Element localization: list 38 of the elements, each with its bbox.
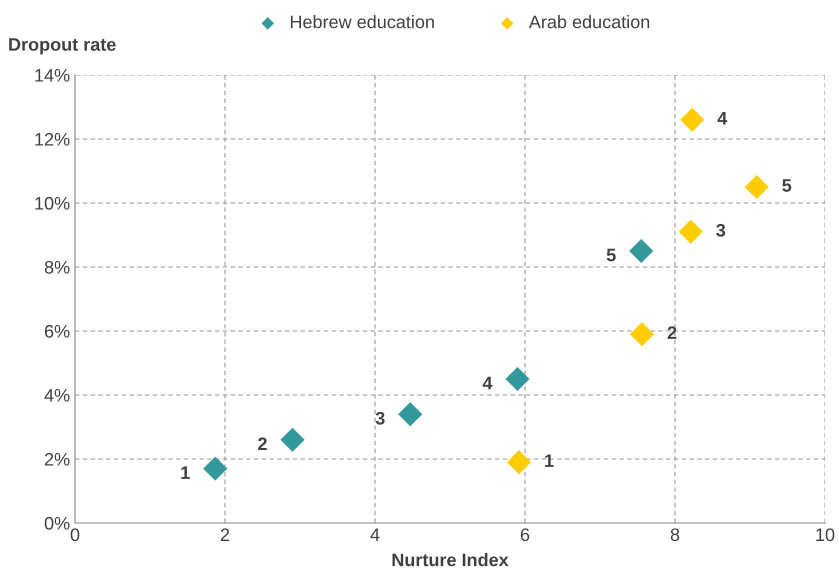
annotation: 3 bbox=[376, 412, 385, 425]
x-tick-label: 10 bbox=[816, 528, 834, 542]
point bbox=[744, 174, 769, 200]
point bbox=[680, 108, 704, 132]
annotation: 2 bbox=[258, 437, 267, 450]
point bbox=[203, 456, 228, 481]
point bbox=[280, 428, 305, 452]
y-tick-label: 12% bbox=[35, 132, 70, 146]
annotation: 5 bbox=[782, 179, 792, 192]
point bbox=[678, 220, 703, 244]
point bbox=[630, 322, 654, 346]
y-tick-label: 8% bbox=[44, 260, 70, 274]
x-tick-label: 2 bbox=[220, 528, 230, 541]
y-tick-label: 10% bbox=[35, 196, 70, 210]
legend-label: Hebrew education bbox=[290, 15, 434, 28]
x-tick-label: 8 bbox=[670, 528, 680, 542]
annotation: 1 bbox=[545, 454, 554, 467]
annotation: 4 bbox=[718, 112, 728, 124]
point bbox=[398, 402, 422, 426]
annotation: 3 bbox=[716, 224, 726, 237]
y-tick-label: 14% bbox=[35, 69, 70, 82]
annotation: 1 bbox=[181, 466, 190, 479]
x-tick-label: 4 bbox=[370, 528, 380, 541]
point bbox=[505, 366, 530, 392]
point bbox=[629, 238, 654, 264]
x-tick-label: 0 bbox=[70, 528, 80, 542]
point bbox=[506, 450, 532, 474]
y-tick-label: 2% bbox=[44, 452, 70, 466]
y-axis-title: Dropout rate bbox=[9, 38, 116, 54]
annotation: 2 bbox=[668, 326, 676, 339]
y-tick-label: 4% bbox=[44, 389, 70, 402]
y-tick-label: 0% bbox=[44, 516, 70, 530]
legend-label: Arab education bbox=[528, 15, 650, 28]
annotation: 5 bbox=[606, 248, 616, 262]
annotation: 4 bbox=[482, 376, 492, 390]
x-axis-title: Nurture Index bbox=[392, 553, 509, 566]
y-tick-label: 6% bbox=[44, 324, 70, 338]
x-tick-label: 6 bbox=[520, 528, 530, 542]
